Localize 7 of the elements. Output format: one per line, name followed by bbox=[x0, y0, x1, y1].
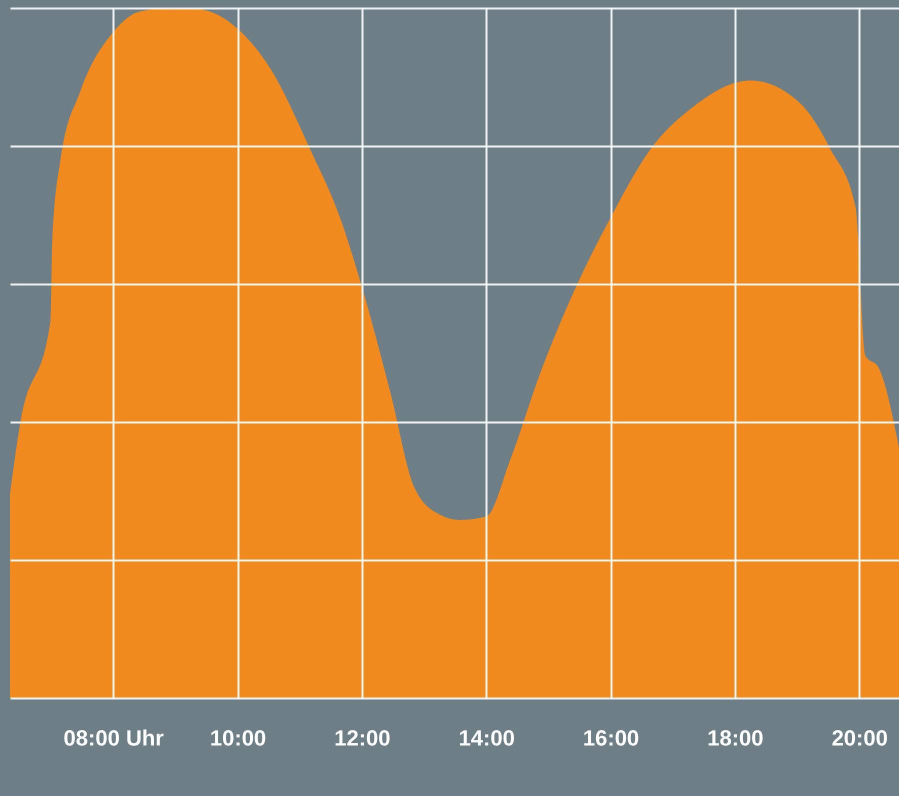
x-tick-label: 16:00 bbox=[582, 726, 640, 750]
x-tick-label: 14:00 bbox=[458, 726, 515, 750]
x-tick-label: 18:00 bbox=[707, 726, 764, 750]
x-tick-label: 08:00 Uhr bbox=[64, 726, 164, 750]
x-tick-label: 20:00 bbox=[832, 726, 888, 750]
x-tick-label: 10:00 bbox=[210, 726, 266, 750]
x-tick-label: 12:00 bbox=[334, 726, 391, 750]
